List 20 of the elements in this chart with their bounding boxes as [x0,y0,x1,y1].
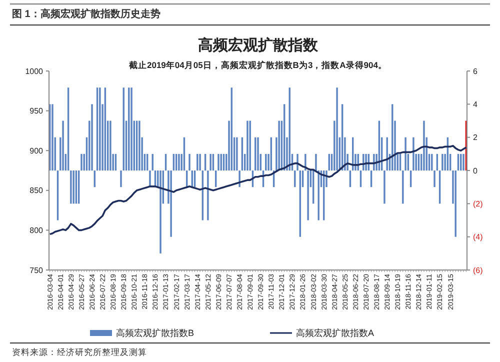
y-tick-label: 900 [30,146,44,156]
text: 资料来源：经济研究所整理及测算 [12,347,147,357]
y-tick-label: 950 [30,106,44,116]
y2-tick-label: (4) [473,232,484,242]
y-tick-label: 750 [30,266,44,275]
y2-tick-label: 4 [473,100,478,109]
chart-title: 高频宏观扩散指数 [198,36,319,54]
y2-tick-label: 2 [473,133,478,142]
legend-label: 高频宏观扩散指数B [116,328,194,338]
legend-label: 高频宏观扩散指数A [296,328,374,338]
y-tick-label: 800 [30,226,44,235]
y2-tick-label: (2) [473,199,484,208]
y2-tick-label: 6 [473,66,478,76]
y-tick-label: 850 [30,186,44,196]
caption: 图 1：高频宏观扩散指数历史走势 [12,8,160,20]
y2-tick-label: 0 [473,166,478,176]
y2-tick-label: (6) [473,266,484,275]
line-series [48,144,468,236]
chart-subtitle: 截止2019年04月05日，高频宏观扩散指数B为3，指数A录得904。 [128,60,388,70]
y-tick-label: 1000 [25,66,44,76]
